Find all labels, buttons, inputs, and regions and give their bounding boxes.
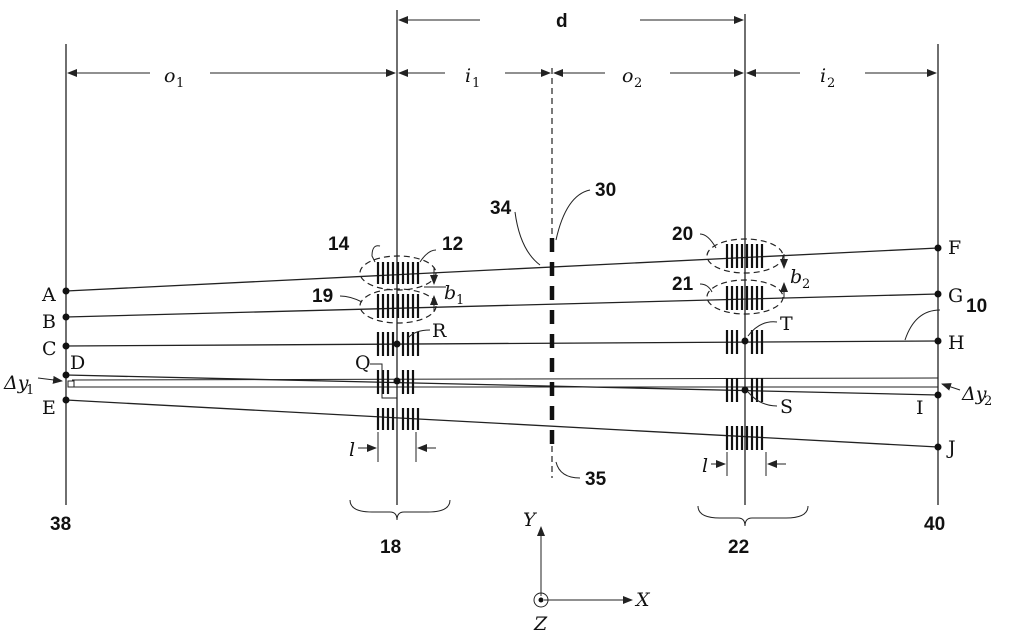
point-label-i: I — [916, 397, 924, 419]
ellipse-19 — [359, 288, 437, 324]
label-o1-sub: 1 — [176, 76, 184, 91]
dy2-label: Δy — [961, 383, 987, 405]
leader-14 — [371, 245, 381, 263]
lenslet-group-18-1 — [376, 262, 420, 284]
ref-38: 38 — [50, 514, 71, 535]
lenslet-group-18-4 — [376, 370, 415, 394]
dy1-label-sub: 1 — [26, 383, 34, 398]
label-i1-sub: 1 — [472, 76, 480, 91]
point-label-d: D — [70, 352, 85, 374]
lenslet-group-22-5 — [725, 426, 764, 450]
ref-10: 10 — [966, 296, 987, 317]
ref-30: 30 — [595, 180, 616, 201]
ref-19: 19 — [312, 286, 333, 307]
lenslet-group-22-2 — [725, 286, 764, 310]
leader-q — [370, 363, 397, 399]
leader-30 — [555, 189, 591, 241]
point-dots — [62, 244, 942, 451]
ray-a-f — [65, 247, 939, 292]
leader-35 — [555, 461, 581, 479]
brace-22 — [697, 505, 809, 527]
point-label-h: H — [948, 332, 965, 354]
point-label-c: C — [42, 338, 57, 360]
ref-14: 14 — [328, 234, 350, 255]
leader-r — [407, 329, 431, 339]
point-label-a: A — [41, 284, 56, 306]
brace-18 — [349, 499, 451, 521]
ref-21: 21 — [672, 274, 694, 295]
b1-label-sub: 1 — [456, 293, 464, 308]
b2-label-sub: 2 — [802, 277, 810, 292]
ray-e-j — [65, 399, 939, 448]
leader-10 — [904, 309, 941, 341]
dy2-label-sub: 2 — [984, 394, 992, 409]
leader-34 — [514, 211, 541, 266]
leader-t — [747, 321, 778, 337]
ref-18: 18 — [380, 537, 401, 558]
label-i2: i — [820, 65, 826, 87]
offset-marker-small — [67, 380, 75, 388]
leader-21 — [699, 283, 713, 293]
point-label-s: S — [780, 396, 793, 418]
lenslet-group-18-2 — [376, 294, 420, 318]
lenslet-group-22-4 — [725, 378, 764, 402]
point-label-r: R — [432, 320, 447, 342]
label-i1: i — [465, 65, 471, 87]
dy2-arrow — [941, 383, 961, 391]
axis-x-label: X — [634, 589, 651, 611]
ellipse-21 — [706, 279, 784, 315]
label-o2-sub: 2 — [634, 76, 642, 91]
leader-s — [747, 391, 778, 407]
leader-12 — [419, 249, 437, 263]
label-d: d — [556, 11, 568, 32]
b1-label: b — [444, 282, 456, 304]
l-right-label: l — [702, 455, 708, 477]
leader-19 — [339, 295, 363, 303]
label-o2: o — [622, 65, 633, 87]
z-axis-circle — [533, 592, 549, 608]
point-label-j: J — [946, 437, 956, 459]
reference-line-upper — [71, 377, 939, 381]
ref-34: 34 — [490, 198, 512, 219]
point-label-g: G — [948, 285, 963, 307]
ref-12: 12 — [442, 234, 463, 255]
lenslet-group-22-3 — [725, 330, 764, 354]
ref-22: 22 — [728, 537, 749, 558]
point-label-f: F — [948, 237, 961, 259]
point-label-e: E — [42, 397, 56, 419]
ref-35: 35 — [585, 469, 607, 490]
lenslet-group-18-3 — [376, 332, 420, 356]
ray-b-g — [65, 293, 939, 318]
lenslet-group-22-1 — [725, 244, 764, 268]
ref-40: 40 — [924, 514, 945, 535]
point-label-b: B — [42, 311, 56, 333]
z-axis-dot — [538, 597, 544, 603]
axis-y-label: Y — [523, 509, 538, 531]
b2-label: b — [790, 266, 802, 288]
label-i2-sub: 2 — [827, 76, 835, 91]
lenslet-group-18-5 — [376, 408, 420, 430]
point-label-t: T — [780, 313, 793, 335]
ellipse-14 — [359, 255, 437, 291]
label-o1: o — [164, 65, 175, 87]
ellipse-20 — [706, 238, 784, 274]
ray-d-i — [65, 374, 939, 396]
leader-20 — [699, 233, 717, 249]
dy1-arrow — [37, 375, 63, 384]
axis-z-label: Z — [533, 613, 548, 635]
ref-20: 20 — [672, 224, 693, 245]
l-left-label: l — [349, 439, 355, 461]
ray-c-h — [65, 340, 939, 347]
dy1-label: Δy — [3, 372, 29, 394]
point-label-q: Q — [355, 352, 371, 374]
